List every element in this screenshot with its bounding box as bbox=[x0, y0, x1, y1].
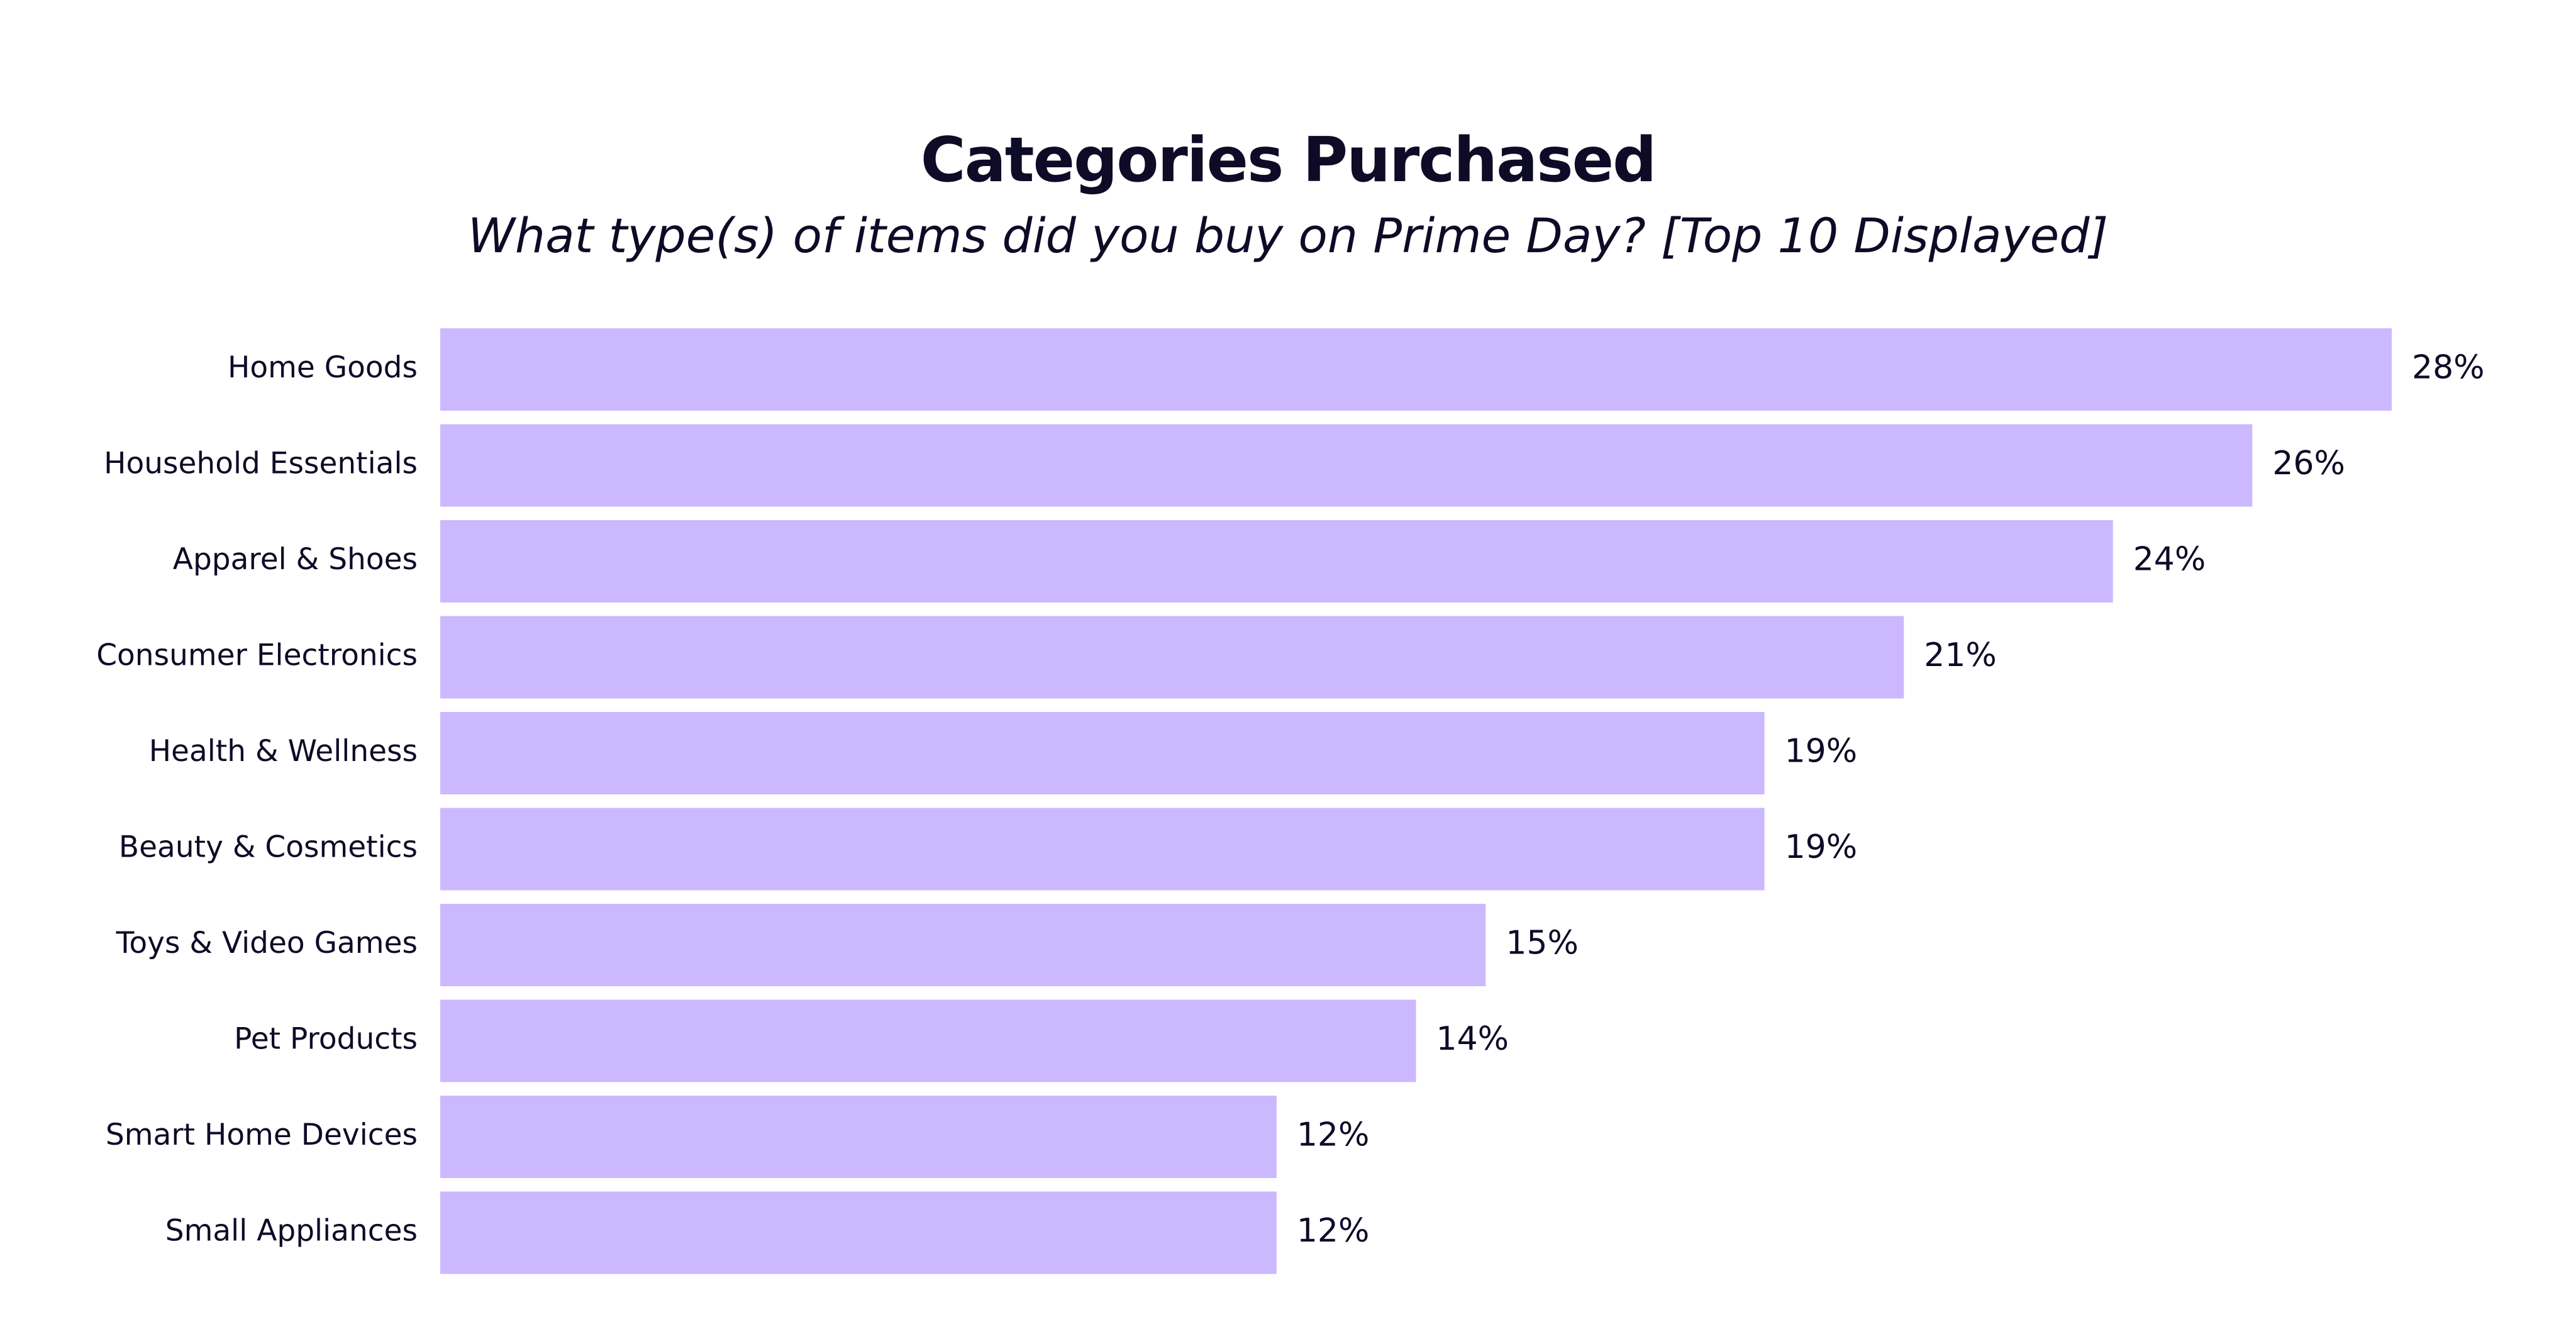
bar-9 bbox=[440, 1191, 1277, 1274]
value-label-2: 24% bbox=[2133, 541, 2206, 579]
category-label-3: Consumer Electronics bbox=[96, 638, 418, 673]
value-label-4: 19% bbox=[1785, 733, 1858, 770]
chart-title: Categories Purchased bbox=[920, 125, 1657, 196]
category-label-8: Smart Home Devices bbox=[106, 1118, 418, 1152]
chart-subtitle: What type(s) of items did you buy on Pri… bbox=[467, 208, 2109, 264]
category-label-6: Toys & Video Games bbox=[116, 926, 418, 960]
value-label-8: 12% bbox=[1297, 1116, 1370, 1154]
category-label-4: Health & Wellness bbox=[149, 734, 418, 769]
category-label-9: Small Appliances bbox=[165, 1214, 418, 1248]
category-label-1: Household Essentials bbox=[104, 447, 418, 481]
value-label-0: 28% bbox=[2412, 349, 2485, 387]
category-label-0: Home Goods bbox=[228, 350, 418, 385]
value-label-3: 21% bbox=[1924, 636, 1997, 674]
bar-0 bbox=[440, 328, 2392, 411]
plot-area: Home Goods 28% Household Essentials 26% Appa… bbox=[96, 328, 2485, 1274]
bar-4 bbox=[440, 712, 1765, 794]
category-label-7: Pet Products bbox=[234, 1022, 418, 1057]
value-label-1: 26% bbox=[2272, 445, 2345, 482]
bar-1 bbox=[440, 424, 2253, 507]
bar-2 bbox=[440, 520, 2113, 603]
value-label-7: 14% bbox=[1436, 1020, 1509, 1058]
bar-8 bbox=[440, 1096, 1277, 1178]
value-label-5: 19% bbox=[1785, 828, 1858, 866]
category-label-2: Apparel & Shoes bbox=[173, 542, 418, 577]
category-label-5: Beauty & Cosmetics bbox=[119, 830, 418, 865]
bar-6 bbox=[440, 904, 1486, 986]
value-label-9: 12% bbox=[1297, 1212, 1370, 1250]
bar-3 bbox=[440, 616, 1904, 699]
value-label-6: 15% bbox=[1506, 925, 1579, 962]
bar-5 bbox=[440, 808, 1765, 891]
bar-7 bbox=[440, 999, 1416, 1082]
